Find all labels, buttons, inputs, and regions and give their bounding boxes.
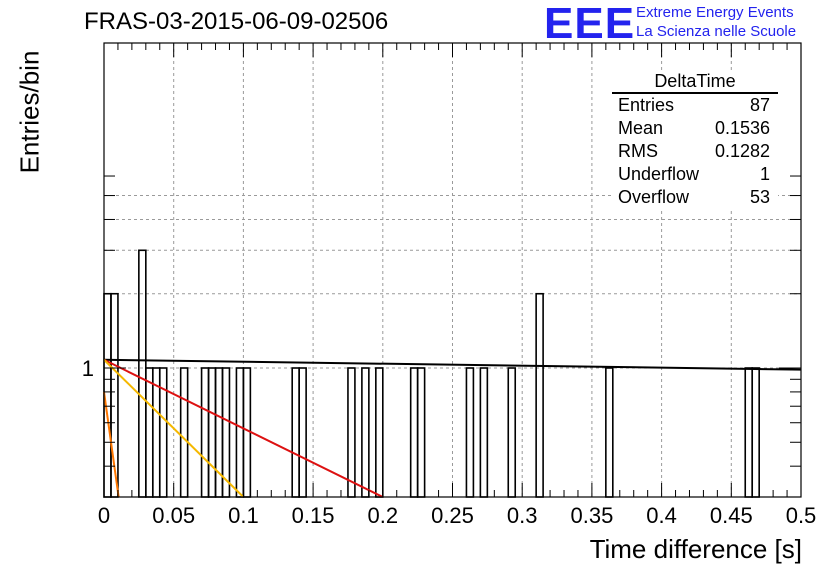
stats-value: 0.1536 <box>714 118 770 138</box>
stats-row-mean: Mean 0.1536 <box>612 117 778 140</box>
plot-frame <box>103 42 802 498</box>
stats-box: DeltaTime Entries 87 Mean 0.1536 RMS 0.1282… <box>612 70 778 209</box>
logo-caption: Extreme Energy Events La Scienza nelle S… <box>636 3 796 41</box>
fit-curve <box>103 359 245 498</box>
x-tick-label: 0.4 <box>646 503 677 528</box>
histogram-bin <box>347 367 356 498</box>
stats-row-underflow: Underflow 1 <box>612 163 778 186</box>
histogram-bin <box>298 367 307 498</box>
chart-title: FRAS-03-2015-06-09-02506 <box>84 8 389 35</box>
x-axis-label: Time difference [s] <box>589 534 802 564</box>
x-tick-label: 0.05 <box>152 503 195 528</box>
histogram-bin <box>291 367 300 498</box>
histogram-bin <box>507 367 517 498</box>
histogram-bin <box>138 249 147 498</box>
stats-label: Underflow <box>618 164 700 184</box>
histogram-bin <box>242 367 252 498</box>
histogram-bin <box>375 367 384 498</box>
x-tick-label: 0.1 <box>228 503 259 528</box>
x-tick-label: 0.15 <box>292 503 335 528</box>
y-tick-label: 1 <box>82 356 94 381</box>
histogram-bin <box>200 367 210 498</box>
axis-tick-labels: 0 0.05 0.1 0.15 0.2 0.25 0.3 0.35 0.4 0.45 0.5 1 <box>82 356 817 528</box>
histogram-bin <box>605 367 614 498</box>
histogram-bin <box>145 367 154 498</box>
stats-row-overflow: Overflow 53 <box>612 186 778 209</box>
histogram-bin <box>751 367 760 498</box>
stats-label: Mean <box>618 118 664 138</box>
histogram-bin <box>416 367 426 498</box>
histogram-bin <box>235 367 245 498</box>
fit-curves <box>103 358 802 498</box>
y-axis-label: Entries/bin <box>14 50 45 174</box>
stats-label: Overflow <box>618 187 690 207</box>
histogram-bin <box>409 367 419 498</box>
fit-curve <box>103 391 120 498</box>
logo-caption-line2: La Scienza nelle Scuole <box>636 23 797 40</box>
fit-curve <box>103 358 384 498</box>
x-tick-label: 0.35 <box>570 503 613 528</box>
histogram-bin <box>361 367 370 498</box>
histogram-bin <box>535 292 544 498</box>
stats-title: DeltaTime <box>612 70 778 94</box>
histogram-bin <box>207 367 217 498</box>
histogram-bin <box>214 367 224 498</box>
x-tick-label: 0.25 <box>431 503 474 528</box>
x-tick-label: 0.45 <box>710 503 753 528</box>
x-tick-label: 0.2 <box>368 503 399 528</box>
stats-value: 87 <box>749 95 770 115</box>
stats-label: Entries <box>618 95 675 115</box>
stats-value: 53 <box>749 187 770 207</box>
stats-label: RMS <box>618 141 658 161</box>
stats-row-rms: RMS 0.1282 <box>612 140 778 163</box>
histogram-bins <box>103 249 760 498</box>
stats-value: 1 <box>759 164 770 184</box>
histogram-bin <box>744 367 754 498</box>
histogram-bin <box>479 367 489 498</box>
eee-logo: EEE <box>544 0 636 48</box>
x-tick-label: 0.3 <box>507 503 538 528</box>
x-tick-label: 0 <box>98 503 110 528</box>
logo-caption-line1: Extreme Energy Events <box>636 4 794 21</box>
fit-curve <box>103 358 802 371</box>
stats-value: 0.1282 <box>714 141 770 161</box>
histogram-bin <box>465 367 475 498</box>
x-tick-label: 0.5 <box>786 503 817 528</box>
histogram-bin <box>179 367 189 498</box>
axis-ticks <box>103 43 802 497</box>
stats-row-entries: Entries 87 <box>612 94 778 117</box>
